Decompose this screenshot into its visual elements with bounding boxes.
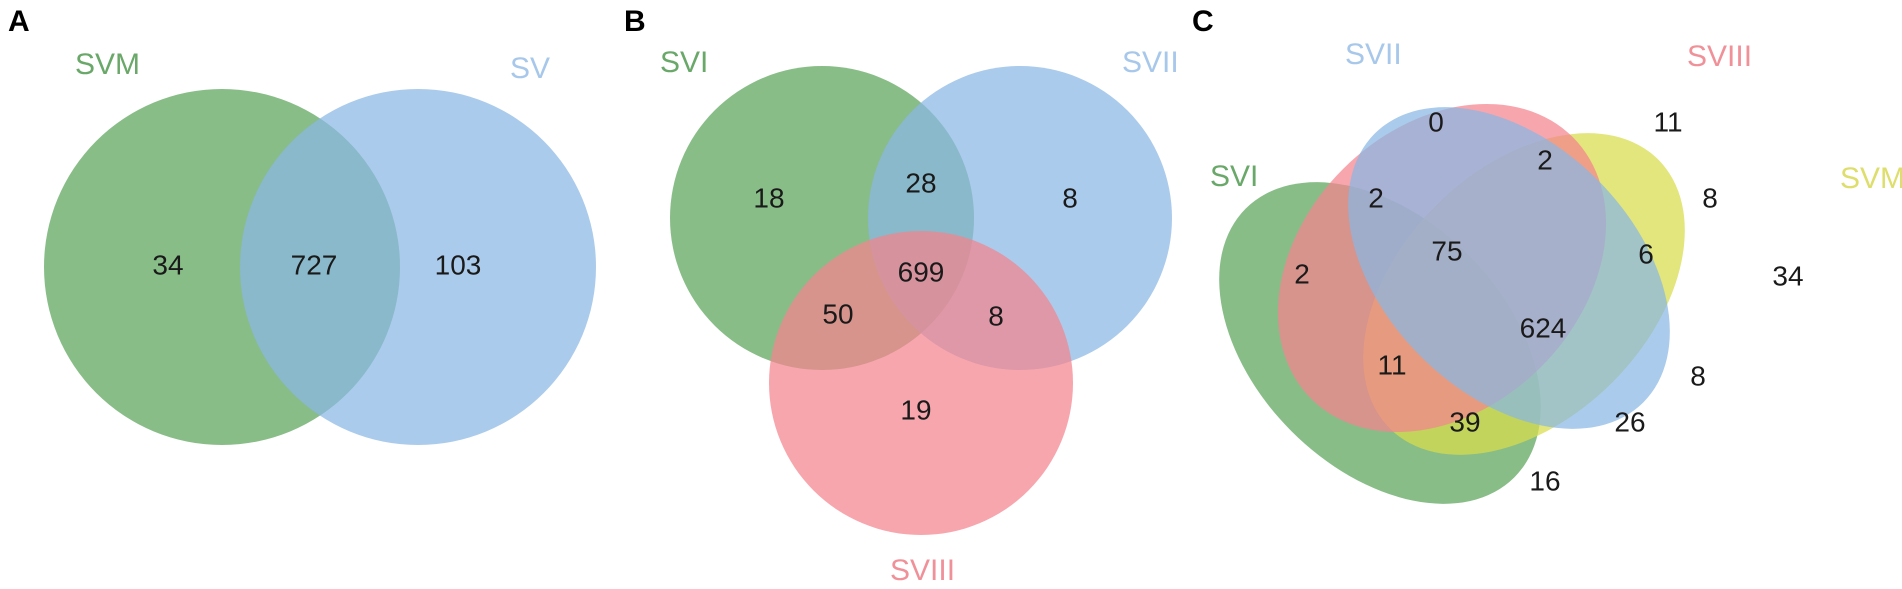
set-sviii-circle [769,231,1073,535]
set-svi-label-c: SVI [1210,160,1258,193]
set-sviii-label-c: SVIII [1687,40,1752,73]
set-svii-label: SVII [1122,46,1179,79]
count-svm-only: 34 [152,249,183,280]
set-svii-ellipse [1348,107,1670,429]
count-c-sviii-only: 11 [1653,106,1682,137]
panel-c: C SVII SVIII SVI SVM 0 11 2 2 8 2 75 6 3… [1192,5,1902,504]
set-svm-label-c: SVM [1840,162,1902,195]
count-c-svi-sviii-svm: 39 [1449,406,1480,437]
count-sviii-only: 19 [900,394,931,425]
count-c-svii-sviii: 2 [1537,144,1553,175]
count-c-svii-only: 0 [1428,106,1444,137]
count-c-svi-svii-svm: 26 [1614,406,1645,437]
count-c-svi-only: 2 [1294,258,1310,289]
count-c-svi-svm: 16 [1529,465,1560,496]
count-svi-only: 18 [753,182,784,213]
count-svi-svii: 28 [905,167,936,198]
set-svm-label: SVM [75,48,140,81]
count-c-svi-svii: 2 [1368,182,1384,213]
set-sv-label: SV [510,52,550,85]
count-sv-only: 103 [435,249,482,280]
count-c-svi-svii-sviii: 75 [1431,235,1462,266]
count-svm-sv: 727 [291,249,338,280]
set-sviii-label: SVIII [890,554,955,587]
count-svii-sviii: 8 [988,300,1004,331]
set-svii-label-c: SVII [1345,38,1402,71]
count-svii-only: 8 [1062,182,1078,213]
count-svi-sviii: 50 [822,298,853,329]
count-c-sviii-svm: 8 [1702,182,1718,213]
panel-c-letter: C [1192,5,1214,38]
panel-a-letter: A [8,5,30,38]
count-c-svi-sviii: 11 [1377,349,1406,380]
count-c-all: 624 [1520,312,1567,343]
set-svi-label: SVI [660,46,708,79]
count-c-svii-sviii-svm: 6 [1638,238,1654,269]
panel-a: A SVM SV 34 727 103 [8,5,596,445]
panel-b: B SVI SVII SVIII 18 28 8 699 50 8 19 [624,5,1179,587]
count-svi-svii-sviii: 699 [898,256,945,287]
panel-b-letter: B [624,5,646,38]
count-c-svii-svm: 8 [1690,360,1706,391]
count-c-svm-only: 34 [1772,260,1803,291]
set-sv-circle [240,89,596,445]
